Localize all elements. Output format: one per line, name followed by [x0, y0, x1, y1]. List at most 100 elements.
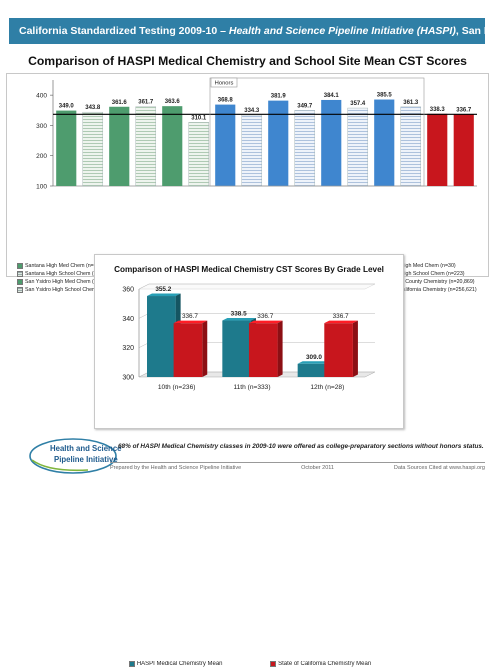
- page-banner: California Standardized Testing 2009-10 …: [9, 18, 485, 44]
- chart1-title: Comparison of HASPI Medical Chemistry an…: [28, 54, 467, 68]
- chart2-legend-swatch: [128, 661, 135, 667]
- chart2-back-wall: [138, 283, 376, 290]
- chart2-bar-top: [173, 320, 208, 324]
- haspi-logo: Health and Science Pipeline Initiative: [28, 436, 122, 476]
- chart1-bar: [294, 110, 316, 187]
- chart2-ytick-label: 360: [122, 287, 134, 294]
- chart1-bar: [347, 107, 369, 187]
- chart1-data-label: 381.9: [271, 94, 287, 100]
- chart1-legend-swatch: [17, 287, 23, 293]
- chart2-svg: 300 320 340 360 355.2 336.7 10th (n=236) 338.5 3…: [122, 283, 376, 391]
- chart2-bar: [222, 320, 251, 377]
- chart2-data-label: 355.2: [155, 286, 171, 293]
- banner-emphasis: Health and Science Pipeline Initiative (…: [228, 25, 456, 37]
- logo-swoosh-icon: [29, 438, 117, 474]
- chart2-bar-top: [147, 293, 181, 297]
- banner-prefix: California Standardized Testing 2009-10 …: [19, 25, 226, 37]
- banner-suffix: , San Diego County: [455, 25, 485, 37]
- chart2-category-label: 12th (n=28): [310, 384, 344, 391]
- chart2-category-label: 11th (n=333): [233, 384, 270, 391]
- chart2-legend-swatch: [270, 661, 277, 667]
- honors-note: 68% of HASPI Medical Chemistry classes i…: [118, 443, 484, 450]
- chart1-legend-label: Santana High Med Chem (n=37): [25, 263, 102, 269]
- chart1-legend-label: Ramona High School Chem (n=223): [379, 271, 465, 277]
- chart1-data-label: 336.7: [456, 107, 472, 113]
- chart1-bar: [135, 106, 157, 187]
- chart1-bar: [268, 100, 289, 186]
- chart1-legend-item: San Ysidro High School Chem (n=424): [17, 287, 133, 293]
- chart1-legend-item: Santana High School Chem (n=212): [17, 271, 133, 277]
- chart1-ytick-label: 400: [36, 93, 47, 100]
- chart2-legend: HASPI Medical Chemistry Mean State of Cal…: [105, 661, 395, 667]
- chart1-bar: [162, 106, 183, 186]
- chart1-bar: [321, 99, 342, 186]
- chart1-legend-label: State of California Chemistry (n=256,621…: [379, 287, 477, 293]
- logo-line1: Health and Science: [50, 444, 122, 453]
- chart1-data-label: 368.8: [218, 98, 234, 104]
- chart2-ytick-label: 340: [122, 316, 134, 323]
- chart1-bar: [82, 111, 104, 187]
- chart1-data-label: 361.3: [403, 100, 419, 106]
- chart1-bar: [241, 114, 263, 187]
- chart2-bar: [173, 323, 203, 377]
- chart2-bar-top: [248, 320, 283, 324]
- chart2-ytick-label: 300: [122, 375, 134, 382]
- chart2-legend-item: State of California Chemistry Mean: [270, 661, 371, 667]
- chart2-bar-side: [202, 320, 208, 377]
- chart2-legend-label: State of California Chemistry Mean: [278, 661, 372, 667]
- chart2-bar-side: [352, 320, 358, 377]
- chart1-bar: [56, 110, 77, 186]
- chart1-legend-item: Santana High Med Chem (n=37): [17, 263, 133, 269]
- footer-date: October 2011: [301, 465, 334, 471]
- chart1-bar: [374, 99, 395, 186]
- chart2-legend-item: HASPI Medical Chemistry Mean: [128, 661, 223, 667]
- chart1-honors-frame: [209, 77, 425, 187]
- chart2-bar-top: [297, 361, 332, 364]
- chart2-bar: [147, 296, 176, 377]
- chart1-data-label: 385.5: [377, 93, 393, 99]
- chart1-data-label: 384.1: [324, 93, 340, 99]
- chart2-legend-label: HASPI Medical Chemistry Mean: [136, 661, 223, 667]
- chart1-bar: [400, 106, 422, 187]
- chart1-legend-swatch: [17, 271, 23, 277]
- chart1-data-label: 361.7: [138, 100, 154, 106]
- chart2-title: Comparison of HASPI Medical Chemistry CS…: [114, 265, 384, 274]
- chart1-data-label: 334.3: [244, 108, 260, 114]
- chart2-bar-side: [277, 320, 283, 377]
- chart1-legend-item: San Ysidro High Med Chem (n=30): [17, 279, 133, 285]
- chart1-data-label: 349.7: [297, 103, 313, 109]
- chart2-bar: [297, 363, 327, 377]
- chart2-ytick-label: 320: [122, 345, 134, 352]
- chart1-legend-label: San Diego County Chemistry (n=20,869): [379, 279, 475, 285]
- chart1-legend-label: San Ysidro High Med Chem (n=30): [25, 279, 108, 285]
- chart1-legend-label: San Ysidro High School Chem (n=424): [25, 287, 117, 293]
- chart2-data-label: 336.7: [257, 313, 273, 320]
- footer: Prepared by the Health and Science Pipel…: [110, 462, 485, 471]
- logo-line2: Pipeline Initiative: [54, 455, 118, 464]
- footer-sources: Data Sources Cited at www.haspi.org: [393, 465, 485, 471]
- chart1-legend-label: Ramona High Med Chem (n=30): [379, 263, 456, 269]
- chart1-honors-tag: [210, 77, 238, 88]
- footer-prepared: Prepared by the Health and Science Pipel…: [110, 465, 242, 471]
- chart2-bar-top: [222, 318, 256, 321]
- chart1-honors-annotation: Honors: [215, 81, 234, 87]
- chart1-bar: [215, 104, 236, 186]
- chart2-data-label: 309.0: [306, 354, 322, 361]
- chart1-svg: 100 200 300 400 349.0 343.8 361.6 361.7 363.6 310…: [36, 77, 477, 191]
- chart1-data-label: 349.0: [59, 104, 75, 110]
- chart1-data-label: 338.3: [430, 107, 446, 113]
- chart1-bar: [109, 106, 130, 186]
- chart1-data-label: 310.1: [191, 115, 207, 121]
- chart2-data-label: 336.7: [333, 313, 349, 320]
- chart2-data-label: 338.5: [231, 311, 247, 318]
- chart1-data-label: 357.4: [350, 101, 366, 107]
- chart2-category-label: 10th (n=236): [158, 384, 196, 391]
- chart2-panel: Comparison of HASPI Medical Chemistry CS…: [94, 254, 404, 667]
- chart2-bar: [248, 323, 278, 377]
- chart2-bar: [324, 323, 353, 377]
- chart1-legend-swatch: [17, 263, 23, 269]
- chart1-bar: [188, 122, 210, 187]
- chart1-panel: 100 200 300 400 349.0 343.8 361.6 361.7 363.6 310…: [6, 73, 489, 293]
- chart2-data-label: 336.7: [182, 313, 198, 320]
- chart1-ytick-label: 300: [36, 123, 47, 130]
